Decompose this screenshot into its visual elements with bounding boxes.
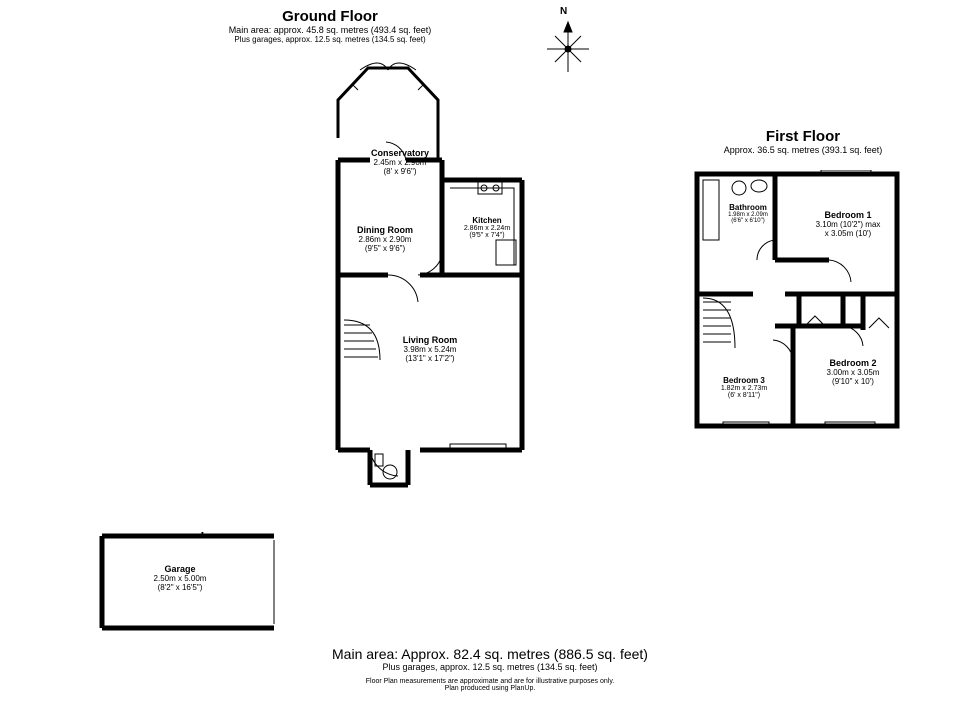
garage-dim2: (8'2" x 16'5") [130, 583, 230, 592]
ground-floor-title: Ground Floor [200, 8, 460, 25]
kitchen-name: Kitchen [452, 216, 522, 225]
footer-note2: Plan produced using PlanUp. [0, 685, 980, 692]
dining-dim1: 2.86m x 2.90m [340, 235, 430, 244]
footer-note1: Floor Plan measurements are approximate … [0, 678, 980, 685]
first-floor-title: First Floor [693, 128, 913, 145]
dining-name: Dining Room [340, 225, 430, 235]
bed3-name: Bedroom 3 [702, 376, 786, 385]
conservatory-name: Conservatory [350, 148, 450, 158]
kitchen-dim1: 2.86m x 2.24m [452, 225, 522, 232]
bed1-dim1: 3.10m (10'2") max [798, 220, 898, 229]
bathroom-dim2: (6'6" x 6'10") [716, 218, 780, 224]
ground-floor-sub: Main area: approx. 45.8 sq. metres (493.… [200, 25, 460, 35]
living-dim1: 3.98m x 5.24m [380, 345, 480, 354]
first-floor-sub: Approx. 36.5 sq. metres (393.1 sq. feet) [693, 145, 913, 155]
bed3-dim1: 1.82m x 2.73m [702, 385, 786, 392]
bed2-dim2: (9'10" x 10') [808, 377, 898, 386]
ground-floor-sub2: Plus garages, approx. 12.5 sq. metres (1… [200, 35, 460, 44]
ground-floor-plan [300, 60, 550, 490]
garage-dim1: 2.50m x 5.00m [130, 574, 230, 583]
conservatory-dim2: (8' x 9'6") [350, 167, 450, 176]
bathroom-name: Bathroom [716, 203, 780, 212]
living-dim2: (13'1" x 17'2") [380, 354, 480, 363]
bed2-name: Bedroom 2 [808, 358, 898, 368]
bed3-dim2: (6' x 8'11") [702, 392, 786, 399]
living-name: Living Room [380, 335, 480, 345]
footer-main: Main area: Approx. 82.4 sq. metres (886.… [0, 646, 980, 662]
dining-dim2: (9'5" x 9'6") [340, 244, 430, 253]
garage-name: Garage [130, 564, 230, 574]
bed1-name: Bedroom 1 [798, 210, 898, 220]
bed1-dim2: x 3.05m (10') [798, 229, 898, 238]
kitchen-dim2: (9'5" x 7'4") [452, 232, 522, 239]
bed2-dim1: 3.00m x 3.05m [808, 368, 898, 377]
compass-label: N [560, 6, 567, 17]
conservatory-dim1: 2.45m x 2.90m [350, 158, 450, 167]
footer-sub: Plus garages, approx. 12.5 sq. metres (1… [0, 662, 980, 672]
